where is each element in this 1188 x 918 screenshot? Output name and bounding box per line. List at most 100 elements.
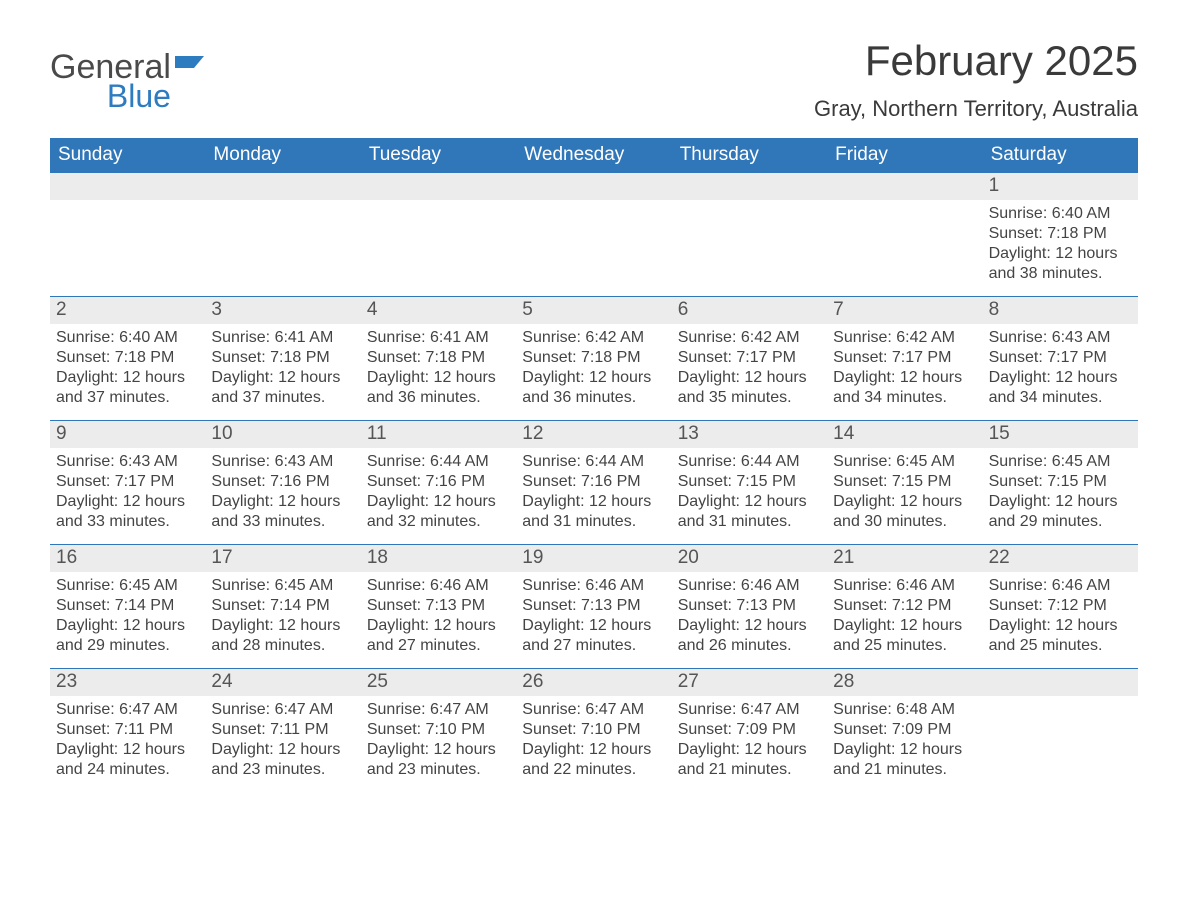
day-number-cell: 28 [827, 669, 982, 696]
sunset-text: Sunset: 7:17 PM [678, 348, 821, 368]
daylight-text: Daylight: 12 hours and 37 minutes. [56, 368, 199, 408]
day-content-cell: Sunrise: 6:40 AMSunset: 7:18 PMDaylight:… [983, 200, 1138, 296]
day-header: Thursday [672, 138, 827, 173]
day-number-cell: 16 [50, 545, 205, 572]
title-block: February 2025 Gray, Northern Territory, … [814, 40, 1138, 122]
sunset-text: Sunset: 7:10 PM [522, 720, 665, 740]
sunset-text: Sunset: 7:16 PM [211, 472, 354, 492]
sunset-text: Sunset: 7:18 PM [56, 348, 199, 368]
sunrise-text: Sunrise: 6:41 AM [211, 328, 354, 348]
day-content-cell: Sunrise: 6:45 AMSunset: 7:14 PMDaylight:… [205, 572, 360, 668]
sunset-text: Sunset: 7:10 PM [367, 720, 510, 740]
day-number-cell: 3 [205, 297, 360, 324]
day-number-cell: 24 [205, 669, 360, 696]
day-number-cell [50, 173, 205, 200]
day-number-cell: 8 [983, 297, 1138, 324]
sunrise-text: Sunrise: 6:46 AM [678, 576, 821, 596]
sunset-text: Sunset: 7:17 PM [56, 472, 199, 492]
sunrise-text: Sunrise: 6:40 AM [56, 328, 199, 348]
day-content-cell: Sunrise: 6:43 AMSunset: 7:17 PMDaylight:… [983, 324, 1138, 420]
sunrise-text: Sunrise: 6:44 AM [367, 452, 510, 472]
sunrise-text: Sunrise: 6:45 AM [211, 576, 354, 596]
day-content-cell: Sunrise: 6:44 AMSunset: 7:15 PMDaylight:… [672, 448, 827, 544]
week-daynum-row: 1 [50, 173, 1138, 200]
day-number-cell: 23 [50, 669, 205, 696]
day-number-cell: 19 [516, 545, 671, 572]
sunset-text: Sunset: 7:15 PM [678, 472, 821, 492]
sunset-text: Sunset: 7:18 PM [522, 348, 665, 368]
sunset-text: Sunset: 7:18 PM [989, 224, 1132, 244]
daylight-text: Daylight: 12 hours and 37 minutes. [211, 368, 354, 408]
logo-text: General Blue [50, 50, 171, 112]
day-content-cell [50, 200, 205, 296]
day-number-cell: 4 [361, 297, 516, 324]
sunset-text: Sunset: 7:17 PM [833, 348, 976, 368]
daylight-text: Daylight: 12 hours and 30 minutes. [833, 492, 976, 532]
sunrise-text: Sunrise: 6:45 AM [56, 576, 199, 596]
sunrise-text: Sunrise: 6:46 AM [833, 576, 976, 596]
day-number-cell: 2 [50, 297, 205, 324]
day-content-cell: Sunrise: 6:45 AMSunset: 7:15 PMDaylight:… [983, 448, 1138, 544]
daylight-text: Daylight: 12 hours and 27 minutes. [522, 616, 665, 656]
sunrise-text: Sunrise: 6:47 AM [211, 700, 354, 720]
daylight-text: Daylight: 12 hours and 36 minutes. [522, 368, 665, 408]
day-content-cell: Sunrise: 6:46 AMSunset: 7:12 PMDaylight:… [983, 572, 1138, 668]
day-number-cell: 18 [361, 545, 516, 572]
calendar-table: Sunday Monday Tuesday Wednesday Thursday… [50, 138, 1138, 792]
week-content-row: Sunrise: 6:45 AMSunset: 7:14 PMDaylight:… [50, 572, 1138, 668]
sunrise-text: Sunrise: 6:44 AM [522, 452, 665, 472]
day-content-cell: Sunrise: 6:44 AMSunset: 7:16 PMDaylight:… [516, 448, 671, 544]
sunrise-text: Sunrise: 6:46 AM [989, 576, 1132, 596]
sunset-text: Sunset: 7:09 PM [678, 720, 821, 740]
sunrise-text: Sunrise: 6:45 AM [989, 452, 1132, 472]
day-content-cell: Sunrise: 6:48 AMSunset: 7:09 PMDaylight:… [827, 696, 982, 792]
header: General Blue February 2025 Gray, Norther… [50, 40, 1138, 122]
sunrise-text: Sunrise: 6:42 AM [522, 328, 665, 348]
day-header: Monday [205, 138, 360, 173]
day-content-cell: Sunrise: 6:41 AMSunset: 7:18 PMDaylight:… [361, 324, 516, 420]
sunrise-text: Sunrise: 6:45 AM [833, 452, 976, 472]
day-content-cell: Sunrise: 6:47 AMSunset: 7:09 PMDaylight:… [672, 696, 827, 792]
day-number-cell: 22 [983, 545, 1138, 572]
sunrise-text: Sunrise: 6:42 AM [833, 328, 976, 348]
day-content-cell [672, 200, 827, 296]
day-content-cell: Sunrise: 6:46 AMSunset: 7:13 PMDaylight:… [672, 572, 827, 668]
sunrise-text: Sunrise: 6:41 AM [367, 328, 510, 348]
page-subtitle: Gray, Northern Territory, Australia [814, 96, 1138, 122]
day-number-cell: 26 [516, 669, 671, 696]
daylight-text: Daylight: 12 hours and 26 minutes. [678, 616, 821, 656]
sunrise-text: Sunrise: 6:47 AM [522, 700, 665, 720]
sunset-text: Sunset: 7:13 PM [367, 596, 510, 616]
week-daynum-row: 16171819202122 [50, 544, 1138, 572]
daylight-text: Daylight: 12 hours and 23 minutes. [211, 740, 354, 780]
sunrise-text: Sunrise: 6:43 AM [989, 328, 1132, 348]
day-number-cell: 11 [361, 421, 516, 448]
sunset-text: Sunset: 7:18 PM [367, 348, 510, 368]
daylight-text: Daylight: 12 hours and 25 minutes. [989, 616, 1132, 656]
day-header: Wednesday [516, 138, 671, 173]
sunrise-text: Sunrise: 6:47 AM [678, 700, 821, 720]
sunset-text: Sunset: 7:16 PM [522, 472, 665, 492]
daylight-text: Daylight: 12 hours and 34 minutes. [989, 368, 1132, 408]
day-header: Tuesday [361, 138, 516, 173]
day-number-cell [827, 173, 982, 200]
week-content-row: Sunrise: 6:47 AMSunset: 7:11 PMDaylight:… [50, 696, 1138, 792]
daylight-text: Daylight: 12 hours and 36 minutes. [367, 368, 510, 408]
day-number-cell [672, 173, 827, 200]
sunrise-text: Sunrise: 6:47 AM [367, 700, 510, 720]
daylight-text: Daylight: 12 hours and 23 minutes. [367, 740, 510, 780]
daylight-text: Daylight: 12 hours and 28 minutes. [211, 616, 354, 656]
flag-icon [174, 54, 208, 87]
daylight-text: Daylight: 12 hours and 33 minutes. [56, 492, 199, 532]
day-number-cell: 5 [516, 297, 671, 324]
day-header: Friday [827, 138, 982, 173]
day-content-cell: Sunrise: 6:44 AMSunset: 7:16 PMDaylight:… [361, 448, 516, 544]
week-daynum-row: 9101112131415 [50, 420, 1138, 448]
day-number-cell: 13 [672, 421, 827, 448]
daylight-text: Daylight: 12 hours and 22 minutes. [522, 740, 665, 780]
sunset-text: Sunset: 7:18 PM [211, 348, 354, 368]
sunrise-text: Sunrise: 6:42 AM [678, 328, 821, 348]
day-content-cell: Sunrise: 6:47 AMSunset: 7:11 PMDaylight:… [50, 696, 205, 792]
day-number-cell: 14 [827, 421, 982, 448]
day-content-cell: Sunrise: 6:46 AMSunset: 7:13 PMDaylight:… [361, 572, 516, 668]
